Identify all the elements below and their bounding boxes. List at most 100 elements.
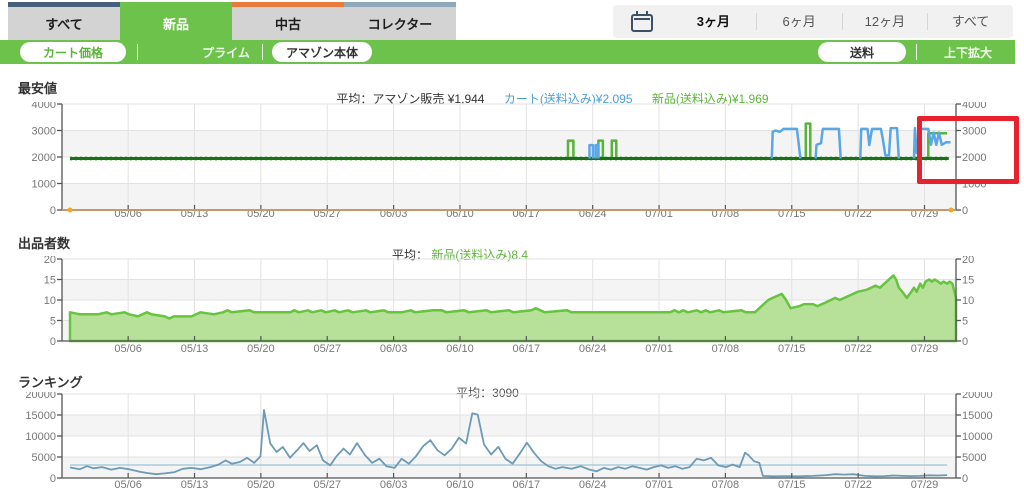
expand-button[interactable]: 上下拡大 [943,45,992,60]
svg-text:06/03: 06/03 [380,343,408,355]
svg-text:06/10: 06/10 [446,479,474,491]
svg-text:10: 10 [962,295,974,307]
svg-text:07/22: 07/22 [844,479,872,491]
svg-text:07/08: 07/08 [712,343,740,355]
sellers-chart[interactable]: 0 5 10 15 20 0 5 10 15 20 05/06 05/13 05/20 05/27 06/0… [0,256,1015,356]
toolbar-separator [262,44,263,60]
prime-button[interactable]: プライム [202,45,250,60]
legend-ranking-avg: 平均：3090 [456,386,519,400]
svg-text:0: 0 [962,205,968,217]
svg-text:05/20: 05/20 [247,343,275,355]
svg-text:0: 0 [50,205,56,217]
svg-text:1000: 1000 [962,179,986,191]
svg-text:3000: 3000 [962,126,986,138]
tab-all-accent [8,2,120,7]
svg-text:05/27: 05/27 [313,343,341,355]
svg-text:07/01: 07/01 [645,479,673,491]
shipping-button[interactable]: 送料 [818,42,906,62]
svg-text:07/15: 07/15 [778,479,806,491]
svg-text:10000: 10000 [25,431,56,443]
date-range-selector: 3ヶ月 6ヶ月 12ヶ月 すべて [613,5,1013,38]
svg-text:15: 15 [44,275,56,287]
svg-text:05/20: 05/20 [247,479,275,491]
toolbar-separator [137,44,138,60]
svg-text:05/06: 05/06 [114,343,142,355]
svg-text:05/13: 05/13 [181,343,209,355]
calendar-button[interactable] [613,11,671,32]
svg-text:3000: 3000 [32,126,56,138]
svg-text:4000: 4000 [962,102,986,111]
svg-text:06/24: 06/24 [579,479,607,491]
toolbar-separator [916,44,917,60]
calendar-icon [631,11,653,32]
range-all[interactable]: すべて [927,13,1013,30]
amazon-body-button[interactable]: アマゾン本体 [272,42,372,62]
svg-text:07/08: 07/08 [712,479,740,491]
svg-text:10000: 10000 [962,431,993,443]
legend-amazon: 平均：アマゾン販売 ¥1,944 [336,92,485,106]
svg-text:0: 0 [962,473,968,485]
ranking-chart-title: ランキング [18,375,83,390]
svg-text:07/29: 07/29 [911,343,939,355]
legend-cart: カート(送料込み)¥2,095 [503,92,633,106]
svg-text:07/01: 07/01 [645,343,673,355]
svg-text:20000: 20000 [962,392,993,401]
svg-text:06/24: 06/24 [579,343,607,355]
tab-used-label: 中古 [232,7,344,40]
tab-new-accent [120,2,232,7]
ranking-chart-block: ランキング 平均：3090 0 5000 10000 15000 20000 0 5000 1… [0,366,1015,493]
tab-collector-label: コレクター [344,7,456,40]
svg-text:5000: 5000 [962,452,986,464]
svg-text:5000: 5000 [32,452,56,464]
svg-text:20: 20 [962,256,974,266]
range-12m[interactable]: 12ヶ月 [841,13,928,30]
tab-used-accent [232,2,344,7]
svg-text:15: 15 [962,275,974,287]
svg-text:5: 5 [50,316,56,328]
ranking-chart[interactable]: 0 5000 10000 15000 20000 0 5000 10000 15000 20000… [0,392,1015,492]
svg-text:15000: 15000 [25,410,56,422]
svg-text:06/10: 06/10 [446,343,474,355]
tab-new-label: 新品 [120,7,232,40]
svg-text:0: 0 [962,336,968,348]
svg-text:06/17: 06/17 [513,343,541,355]
svg-text:2000: 2000 [962,152,986,164]
range-3m[interactable]: 3ヶ月 [696,14,730,29]
svg-text:05/27: 05/27 [313,479,341,491]
svg-text:07/29: 07/29 [911,479,939,491]
svg-text:07/22: 07/22 [844,343,872,355]
tab-collector-accent [344,2,456,7]
svg-text:5: 5 [962,316,968,328]
svg-text:07/15: 07/15 [778,343,806,355]
tab-all-label: すべて [8,7,120,40]
svg-text:20: 20 [44,256,56,266]
svg-text:05/06: 05/06 [114,479,142,491]
tab-new[interactable]: 新品 [120,2,232,40]
svg-text:2000: 2000 [32,152,56,164]
cart-price-button[interactable]: カート価格 [20,42,126,62]
svg-text:4000: 4000 [32,102,56,111]
sellers-chart-title: 出品者数 [18,236,71,251]
tab-used[interactable]: 中古 [232,2,344,40]
sellers-chart-block: 出品者数 平均： 新品(送料込み)8.4 0 5 10 15 20 0 5 10 15 20 05/… [0,226,1015,366]
legend-new: 新品(送料込み)¥1,969 [651,92,769,106]
range-6m[interactable]: 6ヶ月 [755,13,842,30]
svg-text:10: 10 [44,295,56,307]
svg-text:0: 0 [50,473,56,485]
svg-text:05/13: 05/13 [181,479,209,491]
tab-all[interactable]: すべて [8,2,120,40]
chart-toolbar: カート価格 プライム アマゾン本体 送料 上下拡大 [0,40,1015,64]
tab-collector[interactable]: コレクター [344,2,456,40]
svg-text:06/17: 06/17 [513,479,541,491]
price-chart-title: 最安値 [18,81,58,96]
ranking-chart-legend: 平均：3090 [0,384,1015,401]
price-chart-block: 最安値 平均：アマゾン販売 ¥1,944 カート(送料込み)¥2,095 新品(… [0,72,1015,226]
svg-text:0: 0 [50,336,56,348]
svg-text:06/03: 06/03 [380,479,408,491]
svg-text:20000: 20000 [25,392,56,401]
svg-text:1000: 1000 [32,179,56,191]
svg-text:15000: 15000 [962,410,993,422]
price-chart-legend: 平均：アマゾン販売 ¥1,944 カート(送料込み)¥2,095 新品(送料込み… [0,90,1015,107]
